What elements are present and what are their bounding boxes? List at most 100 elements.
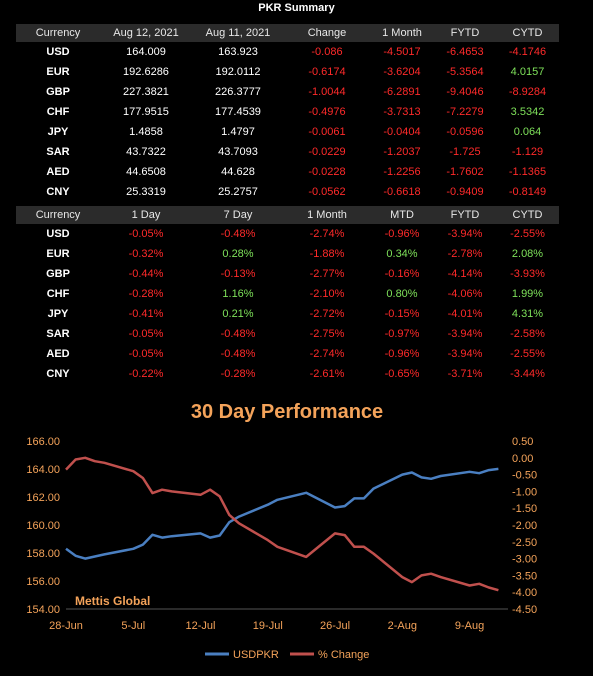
table-cell: -3.7313 xyxy=(383,106,421,118)
table-cell: -3.44% xyxy=(510,368,545,380)
table-cell: -0.97% xyxy=(384,328,420,340)
table-cell: -4.5017 xyxy=(383,46,421,58)
table-cell: 0.34% xyxy=(386,248,418,260)
table-row: CNY -0.22% -0.28% -2.61% -0.65% -3.71% -3.44% xyxy=(16,364,559,384)
table-cell: -2.75% xyxy=(309,328,345,340)
table-row: SAR -0.05% -0.48% -2.75% -0.97% -3.94% -2.58% xyxy=(16,324,559,344)
table-cell: -7.2279 xyxy=(446,106,484,118)
table-row: JPY -0.41% 0.21% -2.72% -0.15% -4.01% 4.31% xyxy=(16,304,559,324)
currency-code: EUR xyxy=(46,66,70,78)
column-header: 1 Day xyxy=(100,206,192,224)
table-cell: -2.77% xyxy=(309,268,345,280)
currency-code: AED xyxy=(46,166,70,178)
table-cell: 177.4539 xyxy=(215,106,261,118)
y-right-tick-label: -4.50 xyxy=(512,604,537,616)
chart-title: 30 Day Performance xyxy=(191,401,383,423)
table-cell: 44.6508 xyxy=(126,166,166,178)
y-left-tick-label: 160.00 xyxy=(26,520,60,532)
table-cell: 25.2757 xyxy=(218,186,258,198)
y-right-tick-label: 0.50 xyxy=(512,436,533,448)
table-cell: -0.15% xyxy=(384,308,420,320)
table-cell: -0.41% xyxy=(128,308,164,320)
table-cell: -6.2891 xyxy=(383,86,421,98)
table-cell: 2.08% xyxy=(511,248,544,260)
table-cell: 163.923 xyxy=(218,46,258,58)
table-cell: 1.16% xyxy=(222,288,254,300)
column-header: Change xyxy=(284,24,370,42)
table-cell: -3.94% xyxy=(447,228,483,240)
x-tick-label: 5-Jul xyxy=(121,620,145,632)
pkr-rates-table: Currency Aug 12, 2021 Aug 11, 2021 Change 1 … xyxy=(16,24,559,202)
table-cell: -1.2037 xyxy=(383,146,421,158)
column-header: FYTD xyxy=(434,24,496,42)
table-cell: 1.4858 xyxy=(129,126,163,138)
performance-chart: 30 Day Performance 154.00 156.00 158.00 160… xyxy=(26,401,537,661)
y-right-tick-label: -2.00 xyxy=(512,520,537,532)
currency-code: GBP xyxy=(46,268,70,280)
y-right-tick-label: -1.50 xyxy=(512,503,537,515)
table-cell: -0.05% xyxy=(128,228,164,240)
table-cell: 1.4797 xyxy=(221,126,255,138)
x-tick-label: 19-Jul xyxy=(253,620,283,632)
table-cell: 177.9515 xyxy=(123,106,169,118)
table-cell: -9.4046 xyxy=(446,86,484,98)
table-cell: 0.21% xyxy=(222,308,254,320)
table-cell: -0.4976 xyxy=(308,106,346,118)
table-row: JPY 1.4858 1.4797 -0.0061 -0.0404 -0.0596 0.06… xyxy=(16,122,559,142)
table-cell: 1.99% xyxy=(511,288,544,300)
table-row: CHF -0.28% 1.16% -2.10% 0.80% -4.06% 1.99% xyxy=(16,284,559,304)
column-header: CYTD xyxy=(496,206,559,224)
y-left-tick-label: 166.00 xyxy=(26,436,60,448)
table-cell: -2.72% xyxy=(309,308,345,320)
watermark-label: Mettis Global xyxy=(75,594,150,608)
y-right-tick-label: -3.50 xyxy=(512,570,537,582)
table-cell: 43.7322 xyxy=(126,146,166,158)
table-row: EUR 192.6286 192.0112 -0.6174 -3.6204 -5.3564… xyxy=(16,62,559,82)
table-cell: -0.32% xyxy=(128,248,164,260)
y-right-tick-label: -1.00 xyxy=(512,486,537,498)
currency-code: SAR xyxy=(46,328,70,340)
table-cell: -0.05% xyxy=(128,328,164,340)
table-cell: -4.1746 xyxy=(508,46,547,58)
pkr-percent-change-table: Currency 1 Day 7 Day 1 Month MTD FYTD CYTD USD -… xyxy=(16,206,559,384)
column-header: Aug 12, 2021 xyxy=(100,24,192,42)
table-cell: -3.71% xyxy=(447,368,483,380)
table-cell: -1.0044 xyxy=(308,86,346,98)
table-cell: -0.65% xyxy=(384,368,420,380)
y-right-tick-label: 0.00 xyxy=(512,453,533,465)
y-right-tick-label: -3.00 xyxy=(512,554,537,566)
table-row: CHF 177.9515 177.4539 -0.4976 -3.7313 -7.2279… xyxy=(16,102,559,122)
table-cell: -0.086 xyxy=(311,46,343,58)
table-cell: -3.94% xyxy=(447,348,483,360)
table-cell: -0.13% xyxy=(220,268,256,280)
table-row: GBP -0.44% -0.13% -2.77% -0.16% -4.14% -3.93% xyxy=(16,264,559,284)
table-row: AED -0.05% -0.48% -2.74% -0.96% -3.94% -2.55% xyxy=(16,344,559,364)
column-header: Currency xyxy=(16,206,100,224)
column-header: 1 Month xyxy=(370,24,434,42)
table-cell: -4.01% xyxy=(447,308,483,320)
table-cell: -0.22% xyxy=(128,368,164,380)
table-cell: -3.94% xyxy=(447,328,483,340)
table-cell: -0.48% xyxy=(220,328,256,340)
currency-code: CNY xyxy=(46,186,70,198)
table-cell: -2.74% xyxy=(309,228,345,240)
currency-code: JPY xyxy=(47,308,69,320)
table-cell: -0.96% xyxy=(384,228,420,240)
table-cell: 43.7093 xyxy=(218,146,258,158)
table-cell: 226.3777 xyxy=(215,86,261,98)
currency-code: AED xyxy=(46,348,70,360)
y-right-tick-label: -0.50 xyxy=(512,470,537,482)
table-cell: -3.6204 xyxy=(383,66,421,78)
y-left-tick-label: 156.00 xyxy=(26,576,60,588)
table-row: CNY 25.3319 25.2757 -0.0562 -0.6618 -0.9409 -0… xyxy=(16,182,559,202)
column-header: MTD xyxy=(370,206,434,224)
table-cell: -0.05% xyxy=(128,348,164,360)
table-cell: -0.0404 xyxy=(383,126,421,138)
table-cell: 4.31% xyxy=(511,308,544,320)
table-cell: 0.064 xyxy=(513,126,542,138)
table-cell: 44.628 xyxy=(221,166,255,178)
table-cell: 227.3821 xyxy=(123,86,169,98)
table-cell: 3.5342 xyxy=(510,106,545,118)
x-tick-label: 28-Jun xyxy=(49,620,83,632)
table-header-row: Currency Aug 12, 2021 Aug 11, 2021 Change 1 … xyxy=(16,24,559,42)
